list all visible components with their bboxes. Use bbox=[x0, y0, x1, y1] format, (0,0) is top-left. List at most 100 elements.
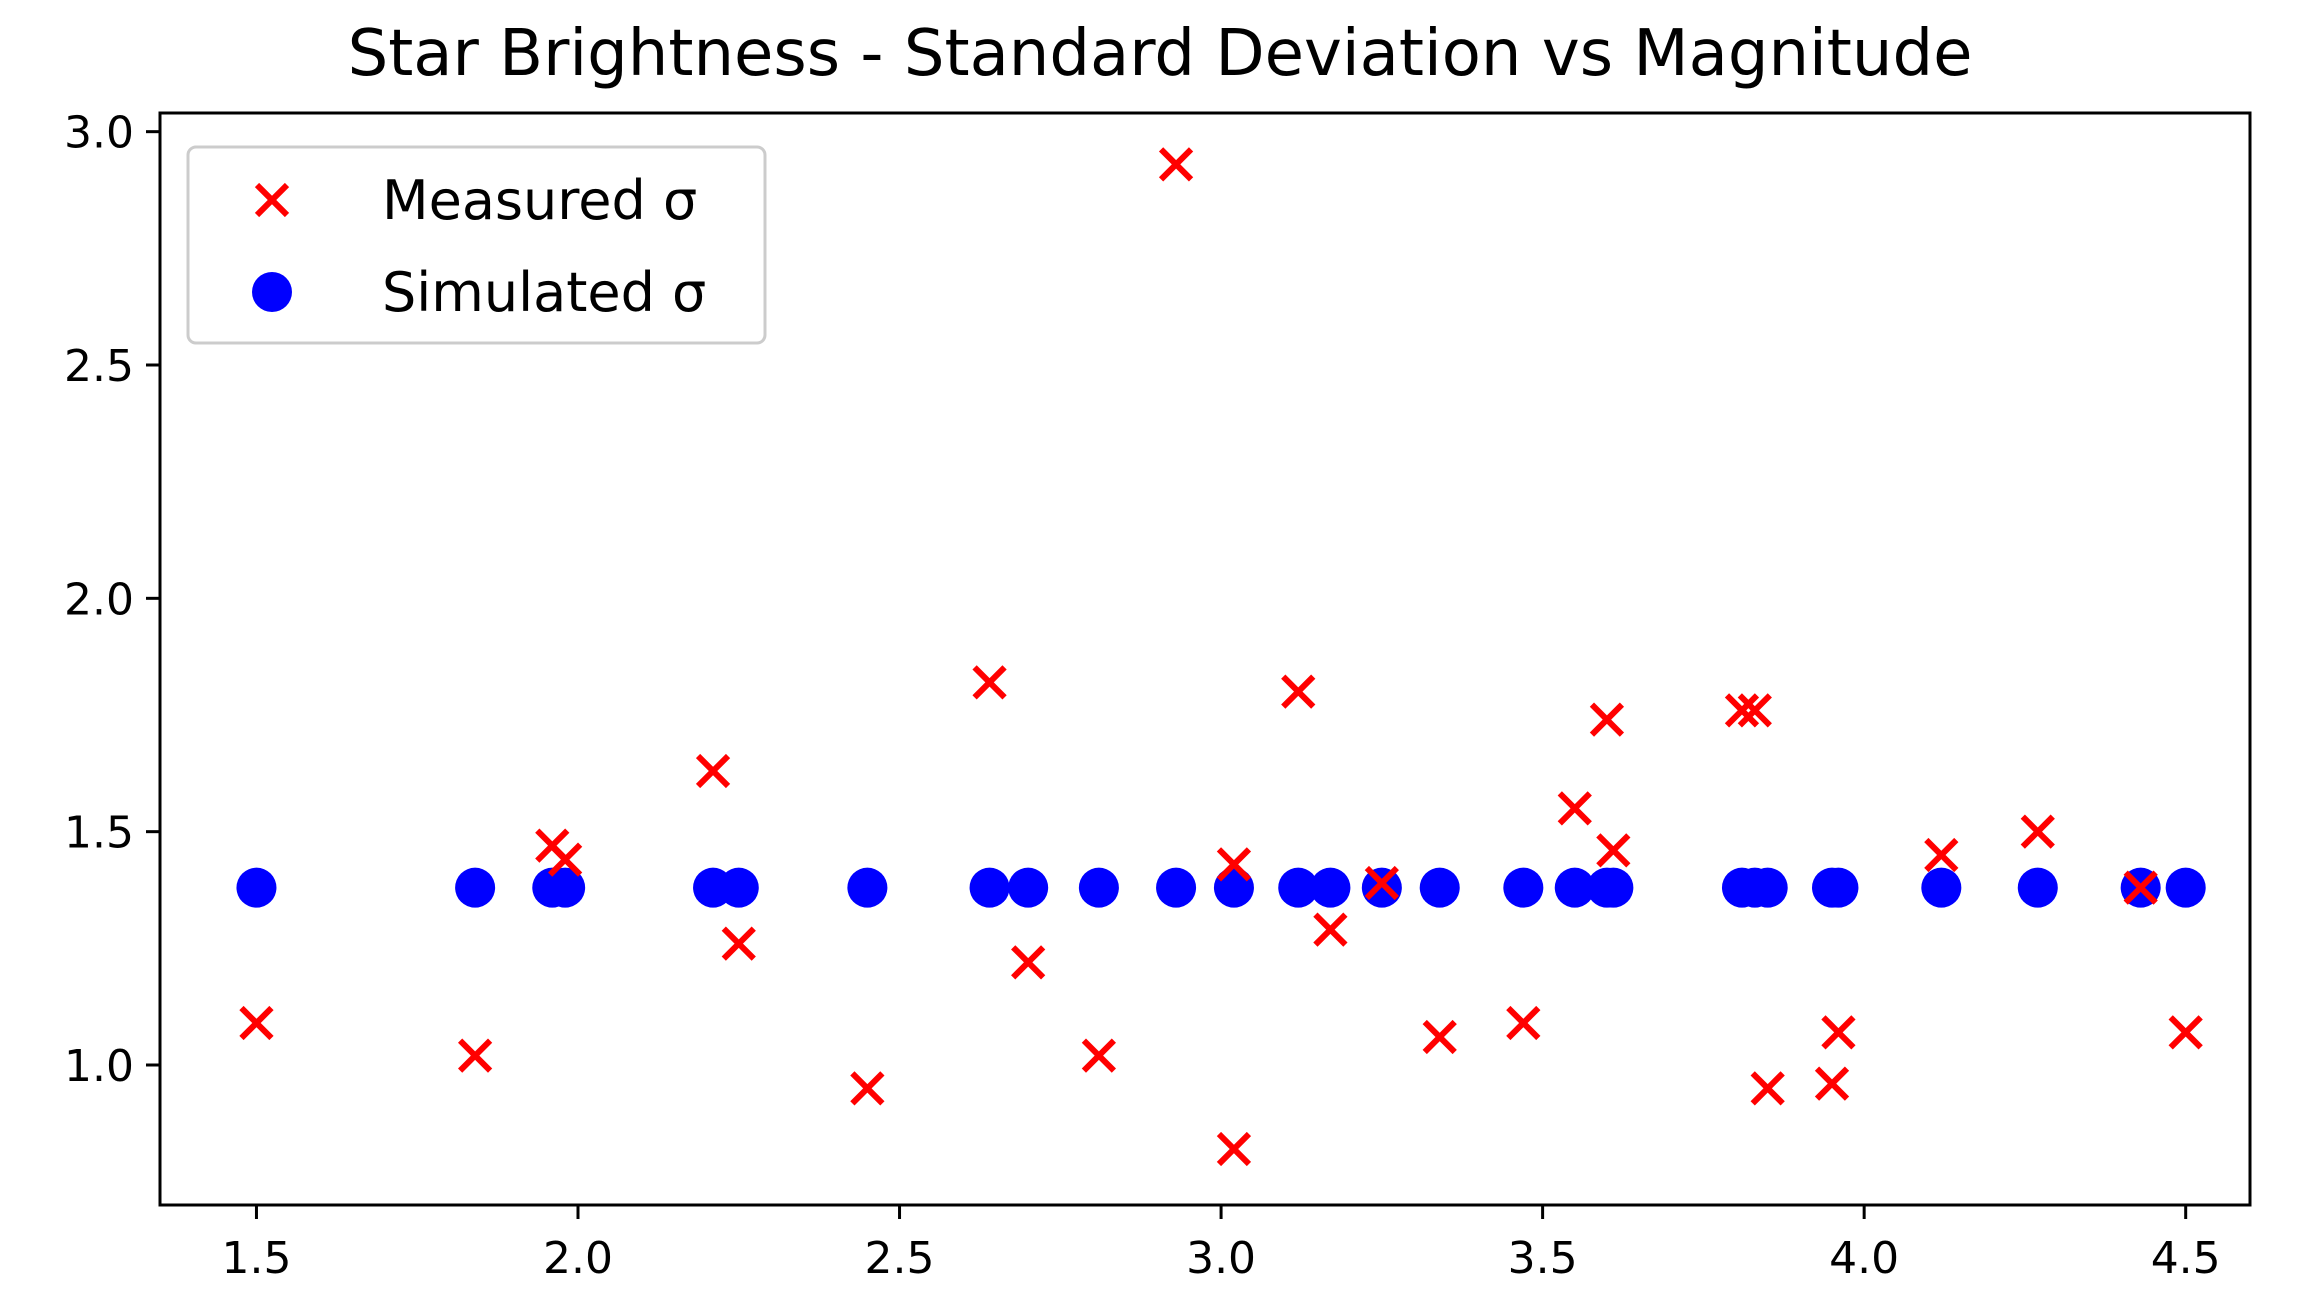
measured-point bbox=[239, 1005, 274, 1041]
x-stroke-b bbox=[1281, 674, 1316, 709]
x-stroke-b bbox=[239, 1005, 274, 1041]
legend-label-measured: Measured σ bbox=[382, 169, 697, 232]
measured-point bbox=[1814, 1066, 1850, 1101]
simulated-point bbox=[1008, 867, 1049, 908]
measured-point bbox=[721, 926, 756, 961]
x-tick-label: 3.5 bbox=[1508, 1233, 1578, 1284]
simulated-point bbox=[1361, 867, 1402, 908]
measured-point bbox=[1364, 865, 1399, 901]
simulated-point bbox=[718, 867, 759, 908]
simulated-point bbox=[1419, 867, 1460, 908]
chart-title: Star Brightness - Standard Deviation vs … bbox=[348, 17, 1973, 91]
x-stroke-b bbox=[972, 665, 1007, 700]
simulated-point bbox=[2165, 867, 2206, 908]
measured-point bbox=[1924, 837, 1959, 873]
x-stroke-b bbox=[1724, 693, 1760, 728]
simulated-point bbox=[1503, 867, 1544, 908]
simulated-point bbox=[1078, 867, 1119, 908]
simulated-point bbox=[1156, 867, 1197, 908]
legend-marker-measured bbox=[254, 182, 290, 218]
y-tick-label: 1.5 bbox=[64, 808, 134, 859]
x-stroke-b bbox=[2168, 1015, 2203, 1050]
simulated-point bbox=[236, 867, 277, 908]
measured-point bbox=[1724, 693, 1760, 728]
measured-point bbox=[1081, 1038, 1117, 1073]
y-tick-label: 1.0 bbox=[64, 1041, 134, 1092]
measured-point bbox=[1737, 693, 1772, 728]
simulated-point bbox=[847, 867, 888, 908]
simulated-point bbox=[455, 867, 496, 908]
x-stroke-b bbox=[1216, 847, 1252, 882]
x-stroke-b bbox=[1422, 1019, 1457, 1055]
x-stroke-b bbox=[1081, 1038, 1117, 1073]
measured-point bbox=[1750, 1071, 1785, 1106]
measured-point bbox=[1216, 847, 1252, 882]
x-tick-label: 4.5 bbox=[2151, 1233, 2221, 1284]
x-stroke-b bbox=[1821, 1015, 1856, 1050]
legend: Measured σ Simulated σ bbox=[186, 145, 767, 345]
measured-point bbox=[1281, 674, 1316, 709]
simulated-point bbox=[969, 867, 1010, 908]
simulated-point bbox=[1747, 867, 1788, 908]
x-stroke-b bbox=[1216, 1131, 1252, 1167]
simulated-point bbox=[1818, 867, 1859, 908]
x-tick-label: 1.5 bbox=[221, 1233, 291, 1284]
x-stroke-b bbox=[1313, 912, 1348, 947]
x-stroke-b bbox=[457, 1038, 493, 1073]
data-marks bbox=[236, 147, 2206, 1167]
simulated-point bbox=[1593, 867, 1634, 908]
x-stroke-b bbox=[1737, 693, 1772, 728]
x-tick-label: 2.0 bbox=[543, 1233, 613, 1284]
measured-point bbox=[1216, 1131, 1252, 1167]
measured-point bbox=[2020, 814, 2055, 849]
x-stroke-b bbox=[1750, 1071, 1785, 1106]
legend-box bbox=[186, 145, 767, 345]
measured-point bbox=[1313, 912, 1348, 947]
x-stroke-b bbox=[254, 182, 290, 218]
x-stroke-b bbox=[1158, 147, 1194, 182]
x-stroke-b bbox=[1596, 833, 1631, 868]
axes: 1.5 2.0 2.5 3.0 3.5 4.0 4.5 1.0 1.5 2.0 2.5 3.0 bbox=[64, 108, 2252, 1284]
measured-point bbox=[1011, 945, 1046, 980]
x-stroke-b bbox=[2123, 870, 2158, 905]
x-tick-label: 2.5 bbox=[865, 1233, 935, 1284]
x-stroke-b bbox=[1814, 1066, 1850, 1101]
x-tick-label: 4.0 bbox=[1829, 1233, 1899, 1284]
measured-point bbox=[850, 1071, 885, 1106]
plot-frame bbox=[158, 111, 2252, 1207]
measured-point bbox=[2168, 1015, 2203, 1050]
measured-point bbox=[972, 665, 1007, 700]
x-stroke-b bbox=[721, 926, 756, 961]
measured-point bbox=[457, 1038, 493, 1073]
x-stroke-b bbox=[1589, 702, 1625, 737]
legend-label-simulated: Simulated σ bbox=[382, 261, 706, 324]
measured-point bbox=[1596, 833, 1631, 868]
x-stroke-b bbox=[1011, 945, 1046, 980]
x-stroke-b bbox=[1557, 791, 1592, 826]
x-stroke-b bbox=[548, 842, 583, 877]
y-tick-label: 2.5 bbox=[64, 341, 134, 392]
x-tick-label: 3.0 bbox=[1186, 1233, 1256, 1284]
simulated-point bbox=[2017, 867, 2058, 908]
x-stroke-b bbox=[695, 753, 731, 789]
simulated-point bbox=[1213, 867, 1254, 908]
x-stroke-b bbox=[1364, 865, 1399, 901]
measured-point bbox=[1506, 1005, 1541, 1041]
legend-marker-simulated bbox=[252, 272, 292, 312]
measured-point bbox=[548, 842, 583, 877]
measured-point bbox=[1557, 791, 1592, 826]
y-tick-label: 2.0 bbox=[64, 574, 134, 625]
measured-point bbox=[1821, 1015, 1856, 1050]
measured-point bbox=[1422, 1019, 1457, 1055]
simulated-point bbox=[545, 867, 586, 908]
simulated-point bbox=[1278, 867, 1319, 908]
x-stroke-b bbox=[850, 1071, 885, 1106]
measured-point bbox=[1158, 147, 1194, 182]
simulated-point bbox=[1921, 867, 1962, 908]
measured-point bbox=[695, 753, 731, 789]
measured-point bbox=[2123, 870, 2158, 905]
simulated-point bbox=[1554, 867, 1595, 908]
x-stroke-b bbox=[1506, 1005, 1541, 1041]
x-stroke-b bbox=[1924, 837, 1959, 873]
